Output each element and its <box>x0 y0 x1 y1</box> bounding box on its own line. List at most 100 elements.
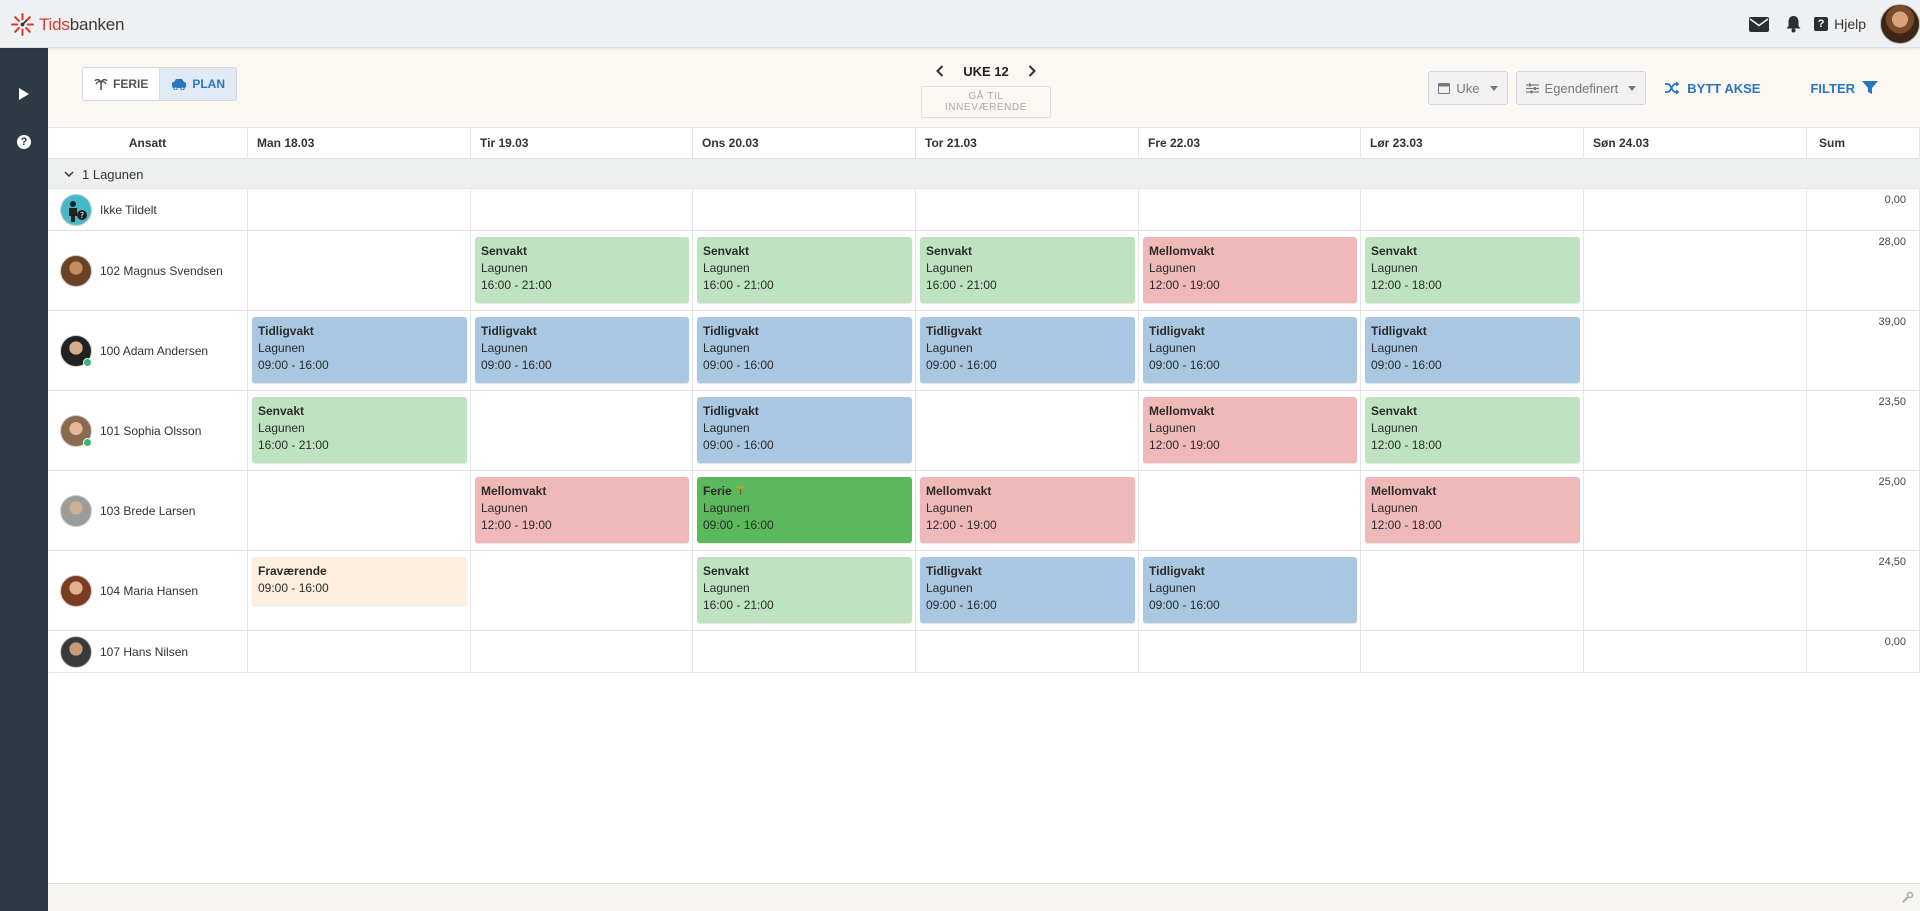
shift-card[interactable]: Senvakt Lagunen 16:00 - 21:00 <box>475 237 689 303</box>
column-divider <box>247 189 248 673</box>
shift-location: Lagunen <box>703 581 750 595</box>
shift-card[interactable]: Tidligvakt Lagunen 09:00 - 16:00 <box>1143 557 1357 623</box>
shift-card[interactable]: Mellomvakt Lagunen 12:00 - 18:00 <box>1365 477 1580 543</box>
help-link[interactable]: ? Hjelp <box>1814 16 1866 32</box>
shift-card[interactable]: Tidligvakt Lagunen 09:00 - 16:00 <box>920 317 1135 383</box>
period-select[interactable]: Uke <box>1428 71 1508 105</box>
shift-type: Tidligvakt <box>1149 564 1205 578</box>
logo-icon <box>11 13 34 36</box>
shift-location: Lagunen <box>703 501 750 515</box>
wrench-icon[interactable] <box>1901 891 1914 904</box>
shift-location: Lagunen <box>481 501 528 515</box>
shift-location: Lagunen <box>1371 501 1418 515</box>
employee-row-header[interactable]: 107 Hans Nilsen <box>48 631 248 673</box>
day-header-sun: Søn 24.03 <box>1584 128 1807 159</box>
shift-card[interactable]: Fraværende 09:00 - 16:00 <box>252 557 467 605</box>
employee-row-header[interactable]: 100 Adam Andersen <box>48 311 248 391</box>
row-divider <box>48 672 1920 673</box>
shift-location: Lagunen <box>1371 341 1418 355</box>
shift-card[interactable]: Tidligvakt Lagunen 09:00 - 16:00 <box>697 397 912 463</box>
day-header-tue: Tir 19.03 <box>471 128 693 159</box>
next-week-icon[interactable] <box>1023 62 1041 80</box>
ferie-toggle-button[interactable]: FERIE <box>83 68 159 100</box>
avatar <box>60 575 92 607</box>
row-divider <box>48 390 1920 391</box>
employee-row-header[interactable]: 103 Brede Larsen <box>48 471 248 551</box>
shift-type: Mellomvakt <box>1371 484 1437 498</box>
shift-card[interactable]: Senvakt Lagunen 12:00 - 18:00 <box>1365 237 1580 303</box>
employee-sum: 25,00 <box>1878 476 1906 488</box>
week-label: UKE 12 <box>963 63 1009 79</box>
svg-text:?: ? <box>80 211 84 220</box>
palm-tree-icon <box>735 484 746 498</box>
user-avatar[interactable] <box>1880 4 1920 44</box>
employee-sum: 28,00 <box>1878 236 1906 248</box>
shift-time: 12:00 - 18:00 <box>1371 518 1442 532</box>
shift-time: 12:00 - 19:00 <box>481 518 552 532</box>
shift-time: 16:00 - 21:00 <box>481 278 552 292</box>
shift-location: Lagunen <box>1149 341 1196 355</box>
shuffle-icon <box>1665 81 1680 95</box>
shift-card[interactable]: Mellomvakt Lagunen 12:00 - 19:00 <box>475 477 689 543</box>
app-logo[interactable]: Tidsbanken <box>10 12 124 37</box>
shift-card[interactable]: Tidligvakt Lagunen 09:00 - 16:00 <box>697 317 912 383</box>
shift-location: Lagunen <box>926 501 973 515</box>
shift-card[interactable]: Mellomvakt Lagunen 12:00 - 19:00 <box>920 477 1135 543</box>
shift-card[interactable]: Senvakt Lagunen 16:00 - 21:00 <box>920 237 1135 303</box>
brand-name: Tidsbanken <box>39 14 125 34</box>
prev-week-icon[interactable] <box>931 62 949 80</box>
shift-type: Mellomvakt <box>1149 404 1215 418</box>
goto-current-button[interactable]: GÅ TIL INNEVÆRENDE <box>921 86 1051 118</box>
shift-card[interactable]: Tidligvakt Lagunen 09:00 - 16:00 <box>1143 317 1357 383</box>
shift-card[interactable]: Senvakt Lagunen 16:00 - 21:00 <box>697 557 912 623</box>
sidebar: ? <box>0 48 48 911</box>
column-divider <box>1138 189 1139 673</box>
filter-button[interactable]: FILTER <box>1800 71 1888 105</box>
shift-card[interactable]: Tidligvakt Lagunen 09:00 - 16:00 <box>252 317 467 383</box>
row-divider <box>48 470 1920 471</box>
employee-row-header[interactable]: 102 Magnus Svendsen <box>48 231 248 311</box>
shift-location: Lagunen <box>926 341 973 355</box>
avatar <box>60 636 92 668</box>
shift-card[interactable]: Tidligvakt Lagunen 09:00 - 16:00 <box>1365 317 1580 383</box>
shift-type: Mellomvakt <box>926 484 992 498</box>
view-toggle: FERIE PLAN <box>82 67 238 101</box>
shift-time: 16:00 - 21:00 <box>703 598 774 612</box>
employee-name: 100 Adam Andersen <box>100 344 209 358</box>
column-divider <box>915 189 916 673</box>
avatar <box>60 255 92 287</box>
bell-icon[interactable] <box>1776 0 1810 48</box>
avatar <box>60 495 92 527</box>
shift-card[interactable]: Senvakt Lagunen 12:00 - 18:00 <box>1365 397 1580 463</box>
shift-time: 16:00 - 21:00 <box>703 278 774 292</box>
shift-time: 09:00 - 16:00 <box>703 518 774 532</box>
shift-card[interactable]: Senvakt Lagunen 16:00 - 21:00 <box>697 237 912 303</box>
shift-type: Tidligvakt <box>481 324 537 338</box>
employee-sum: 0,00 <box>1884 194 1906 206</box>
shift-card[interactable]: Ferie Lagunen 09:00 - 16:00 <box>697 477 912 543</box>
play-icon[interactable] <box>0 70 48 118</box>
shift-location: Lagunen <box>1149 581 1196 595</box>
employee-column-header: Ansatt <box>48 128 248 159</box>
help-circle-icon[interactable]: ? <box>0 118 48 166</box>
row-divider <box>48 550 1920 551</box>
column-divider <box>470 189 471 673</box>
shift-card[interactable]: Tidligvakt Lagunen 09:00 - 16:00 <box>920 557 1135 623</box>
employee-row-header[interactable]: 101 Sophia Olsson <box>48 391 248 471</box>
employee-row-header[interactable]: ? Ikke Tildelt <box>48 189 248 231</box>
employee-row-header[interactable]: 104 Maria Hansen <box>48 551 248 631</box>
shift-card[interactable]: Mellomvakt Lagunen 12:00 - 19:00 <box>1143 397 1357 463</box>
mail-icon[interactable] <box>1742 0 1776 48</box>
plan-toggle-button[interactable]: PLAN <box>159 68 237 100</box>
shift-card[interactable]: Tidligvakt Lagunen 09:00 - 16:00 <box>475 317 689 383</box>
swap-axis-button[interactable]: BYTT AKSE <box>1654 71 1770 105</box>
shift-type: Mellomvakt <box>481 484 547 498</box>
employee-sum: 23,50 <box>1878 396 1906 408</box>
group-toggle[interactable]: 1 Lagunen <box>64 159 143 189</box>
view-select[interactable]: Egendefinert <box>1515 71 1647 105</box>
shift-location: Lagunen <box>258 341 305 355</box>
shift-card[interactable]: Mellomvakt Lagunen 12:00 - 19:00 <box>1143 237 1357 303</box>
shift-type: Tidligvakt <box>926 564 982 578</box>
shift-card[interactable]: Senvakt Lagunen 16:00 - 21:00 <box>252 397 467 463</box>
shift-time: 09:00 - 16:00 <box>926 358 997 372</box>
